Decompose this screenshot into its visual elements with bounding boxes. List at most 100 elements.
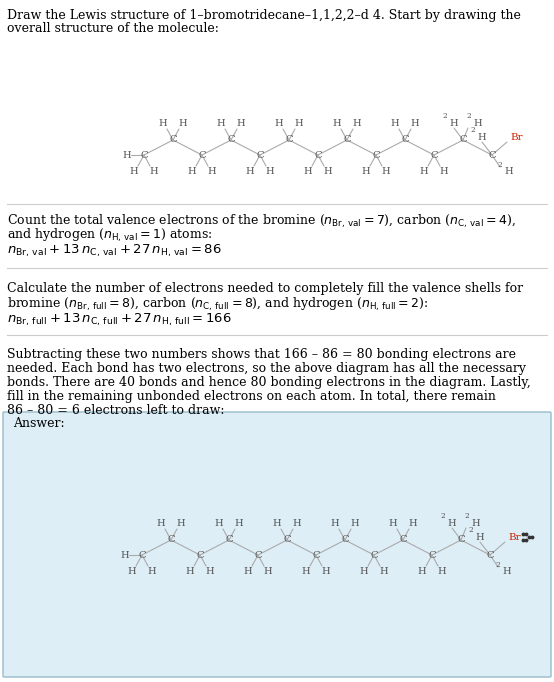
Text: H: H (411, 119, 419, 128)
Text: C: C (285, 136, 293, 145)
Text: H: H (235, 520, 243, 529)
Text: H: H (502, 567, 511, 576)
Text: H: H (217, 119, 225, 128)
Text: H: H (293, 520, 301, 529)
Text: H: H (333, 119, 341, 128)
Text: H: H (473, 119, 481, 128)
Text: H: H (208, 166, 216, 175)
Text: 2: 2 (464, 512, 469, 520)
Text: H: H (379, 567, 388, 576)
Text: C: C (314, 151, 322, 160)
Text: C: C (488, 151, 496, 160)
Text: H: H (331, 520, 339, 529)
Text: H: H (188, 166, 196, 175)
Text: H: H (127, 567, 136, 576)
Text: C: C (140, 151, 148, 160)
Text: 2: 2 (443, 112, 447, 120)
Text: H: H (186, 567, 194, 576)
Text: H: H (324, 166, 332, 175)
Text: H: H (264, 567, 273, 576)
Text: bromine ($n_{\mathrm{Br,\,full}} = 8$), carbon ($n_{\mathrm{C,\,full}} = 8$), an: bromine ($n_{\mathrm{Br,\,full}} = 8$), … (7, 296, 428, 313)
Text: H: H (266, 166, 274, 175)
Text: H: H (179, 119, 187, 128)
Text: H: H (122, 151, 131, 160)
Text: H: H (389, 520, 397, 529)
Text: C: C (167, 535, 175, 544)
Text: C: C (283, 535, 291, 544)
Text: C: C (457, 535, 465, 544)
Text: 2: 2 (470, 126, 475, 134)
Text: C: C (372, 151, 380, 160)
Text: bonds. There are 40 bonds and hence 80 bonding electrons in the diagram. Lastly,: bonds. There are 40 bonds and hence 80 b… (7, 376, 531, 389)
Text: 86 – 80 = 6 electrons left to draw:: 86 – 80 = 6 electrons left to draw: (7, 404, 224, 417)
Text: H: H (304, 166, 312, 175)
Text: Count the total valence electrons of the bromine ($n_{\mathrm{Br,\,val}} = 7$), : Count the total valence electrons of the… (7, 213, 516, 231)
Text: H: H (438, 567, 447, 576)
Text: H: H (471, 518, 480, 527)
Text: and hydrogen ($n_{\mathrm{H,\,val}} = 1$) atoms:: and hydrogen ($n_{\mathrm{H,\,val}} = 1$… (7, 227, 212, 244)
Text: C: C (256, 151, 264, 160)
Text: H: H (477, 132, 486, 141)
Text: Draw the Lewis structure of 1–bromotridecane–1,1,2,2–d 4. Start by drawing the: Draw the Lewis structure of 1–bromotride… (7, 9, 521, 22)
Text: H: H (158, 119, 167, 128)
Text: C: C (401, 136, 409, 145)
Text: H: H (215, 520, 223, 529)
Text: C: C (341, 535, 349, 544)
Text: H: H (351, 520, 360, 529)
Text: 2: 2 (495, 561, 500, 569)
Text: H: H (150, 166, 158, 175)
Text: C: C (430, 151, 438, 160)
Text: needed. Each bond has two electrons, so the above diagram has all the necessary: needed. Each bond has two electrons, so … (7, 362, 526, 375)
Text: C: C (428, 550, 436, 559)
Text: H: H (504, 168, 512, 177)
Text: H: H (475, 533, 484, 542)
Text: 2: 2 (497, 161, 502, 169)
Text: H: H (177, 520, 185, 529)
Text: C: C (254, 550, 262, 559)
Text: C: C (312, 550, 320, 559)
Text: C: C (227, 136, 235, 145)
Text: H: H (418, 567, 427, 576)
Text: H: H (447, 518, 455, 527)
Text: Answer:: Answer: (13, 417, 65, 430)
Text: $n_{\mathrm{Br,\,full}} + 13\,n_{\mathrm{C,\,full}} + 27\,n_{\mathrm{H,\,full}} : $n_{\mathrm{Br,\,full}} + 13\,n_{\mathrm… (7, 312, 232, 329)
Text: overall structure of the molecule:: overall structure of the molecule: (7, 22, 219, 35)
Text: H: H (302, 567, 310, 576)
Text: H: H (420, 166, 428, 175)
Text: H: H (206, 567, 214, 576)
Text: H: H (245, 166, 254, 175)
Text: H: H (273, 520, 281, 529)
Text: C: C (399, 535, 407, 544)
Text: H: H (449, 119, 458, 128)
Text: C: C (370, 550, 378, 559)
Text: Br: Br (508, 533, 521, 542)
Text: H: H (148, 567, 156, 576)
Text: 2: 2 (466, 112, 471, 120)
Text: 2: 2 (440, 512, 445, 520)
Text: H: H (130, 166, 138, 175)
Text: C: C (196, 550, 204, 559)
Text: H: H (382, 166, 391, 175)
Text: C: C (225, 535, 233, 544)
Text: C: C (198, 151, 206, 160)
Text: H: H (157, 520, 165, 529)
Text: C: C (459, 136, 467, 145)
Text: H: H (353, 119, 361, 128)
Text: Calculate the number of electrons needed to completely fill the valence shells f: Calculate the number of electrons needed… (7, 282, 523, 295)
Text: fill in the remaining unbonded electrons on each atom. In total, there remain: fill in the remaining unbonded electrons… (7, 390, 496, 403)
Text: C: C (486, 550, 494, 559)
Text: C: C (138, 550, 146, 559)
Text: H: H (391, 119, 399, 128)
Text: C: C (169, 136, 177, 145)
Text: H: H (121, 550, 129, 559)
Text: H: H (237, 119, 245, 128)
Text: H: H (409, 520, 417, 529)
Text: Br: Br (510, 132, 522, 141)
Text: H: H (275, 119, 283, 128)
Text: $n_{\mathrm{Br,\,val}} + 13\,n_{\mathrm{C,\,val}} + 27\,n_{\mathrm{H,\,val}} = 8: $n_{\mathrm{Br,\,val}} + 13\,n_{\mathrm{… (7, 243, 222, 259)
Text: H: H (244, 567, 252, 576)
Text: C: C (343, 136, 351, 145)
Text: H: H (360, 567, 368, 576)
Text: 2: 2 (468, 526, 473, 534)
Text: H: H (322, 567, 330, 576)
